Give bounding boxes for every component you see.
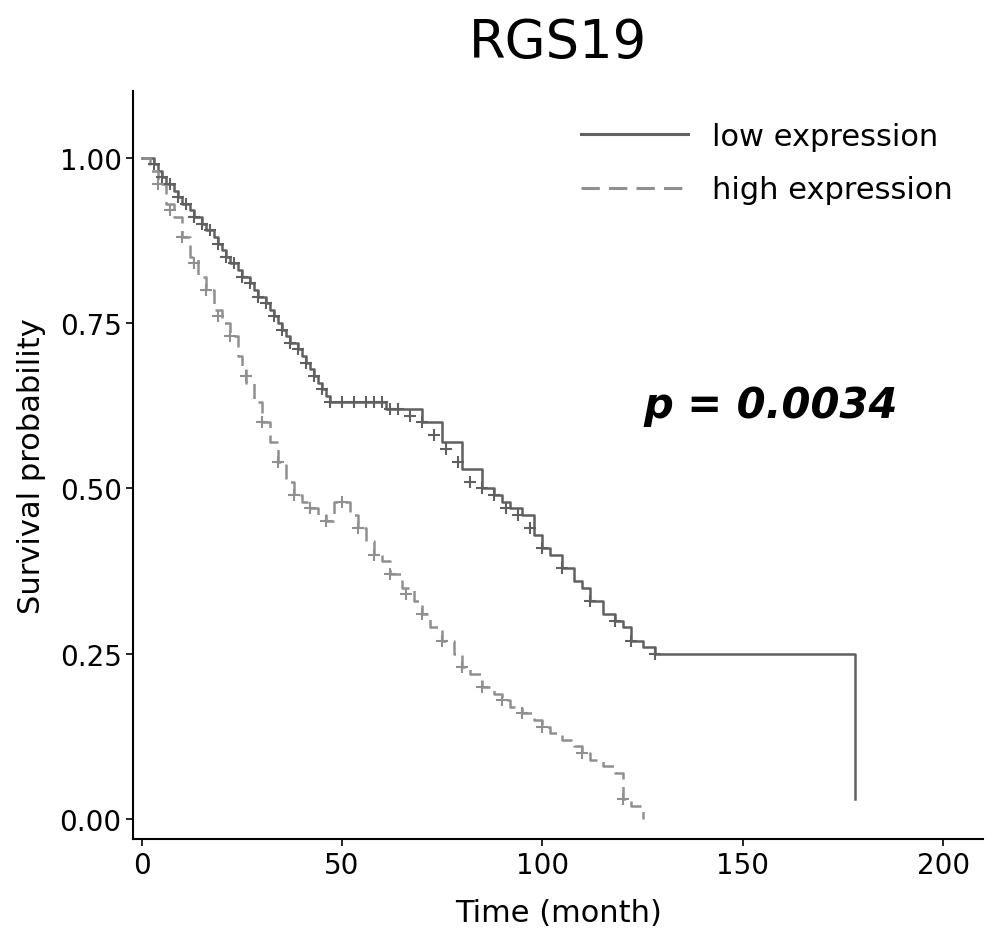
Legend: low expression, high expression: low expression, high expression [565,108,968,221]
Line: low expression: low expression [142,159,855,800]
high expression [488,688,500,700]
high expression [136,153,148,164]
low expression [136,153,148,164]
Line: high expression: high expression [142,159,643,819]
high expression [240,378,252,389]
Title: RGS19: RGS19 [469,17,648,69]
Y-axis label: Survival probability: Survival probability [17,318,46,614]
high expression [544,728,556,739]
low expression [172,193,184,204]
low expression [476,483,488,495]
high expression [236,364,248,376]
low expression [300,358,312,369]
Text: p = 0.0034: p = 0.0034 [643,385,898,427]
low expression [849,794,861,805]
low expression [152,166,164,177]
X-axis label: Time (month): Time (month) [455,899,662,927]
high expression [617,794,629,805]
low expression [144,153,156,164]
high expression [448,649,460,660]
high expression [637,814,649,825]
low expression [544,549,556,561]
